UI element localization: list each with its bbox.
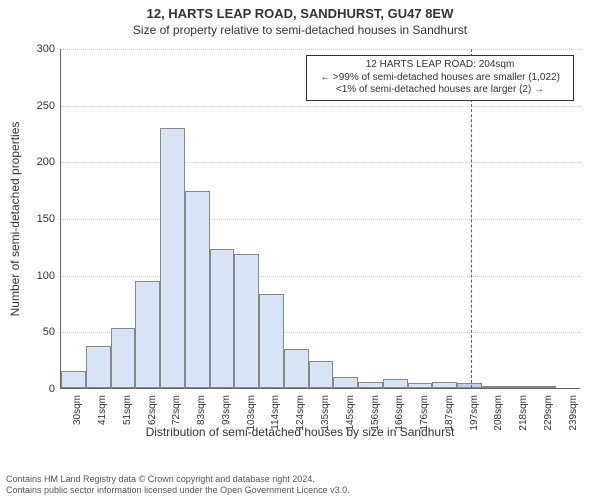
histogram-bar: [333, 377, 358, 388]
histogram-bar: [408, 383, 433, 388]
y-tick-label: 300: [0, 43, 55, 55]
histogram-bar: [86, 346, 111, 388]
y-tick-label: 100: [0, 270, 55, 282]
footer-line1: Contains HM Land Registry data © Crown c…: [6, 474, 594, 485]
histogram-bar: [457, 383, 482, 388]
histogram-bar: [309, 361, 334, 388]
histogram-bar: [432, 382, 457, 388]
histogram-bar: [135, 281, 160, 388]
histogram-bar: [358, 382, 383, 388]
y-tick-label: 250: [0, 100, 55, 112]
histogram-bar: [61, 371, 86, 388]
x-axis-label: Distribution of semi-detached houses by …: [0, 425, 600, 439]
histogram-bar: [482, 386, 507, 388]
histogram-bar: [284, 349, 309, 388]
plot-area: 12 HARTS LEAP ROAD: 204sqm ← >99% of sem…: [60, 49, 580, 389]
footer-line2: Contains public sector information licen…: [6, 485, 594, 496]
chart-subtitle: Size of property relative to semi-detach…: [0, 21, 600, 39]
y-tick-label: 150: [0, 213, 55, 225]
histogram-bar: [531, 386, 556, 388]
annotation-line2: ← >99% of semi-detached houses are small…: [312, 72, 568, 85]
histogram-bar: [185, 191, 210, 388]
footer-attribution: Contains HM Land Registry data © Crown c…: [0, 474, 600, 496]
chart-title-address: 12, HARTS LEAP ROAD, SANDHURST, GU47 8EW: [0, 0, 600, 21]
y-tick-label: 50: [0, 326, 55, 338]
histogram-bar: [259, 294, 284, 388]
y-tick-label: 200: [0, 156, 55, 168]
histogram-bar: [383, 379, 408, 388]
chart-container: Number of semi-detached properties 05010…: [0, 39, 600, 439]
histogram-bar: [111, 328, 136, 388]
histogram-bar: [507, 386, 532, 388]
histogram-bar: [234, 254, 259, 388]
histogram-bar: [160, 128, 185, 388]
histogram-bar: [210, 249, 235, 388]
annotation-line3: <1% of semi-detached houses are larger (…: [312, 84, 568, 97]
annotation-line1: 12 HARTS LEAP ROAD: 204sqm: [312, 59, 568, 72]
y-tick-label: 0: [0, 383, 55, 395]
annotation-box: 12 HARTS LEAP ROAD: 204sqm ← >99% of sem…: [306, 55, 574, 101]
